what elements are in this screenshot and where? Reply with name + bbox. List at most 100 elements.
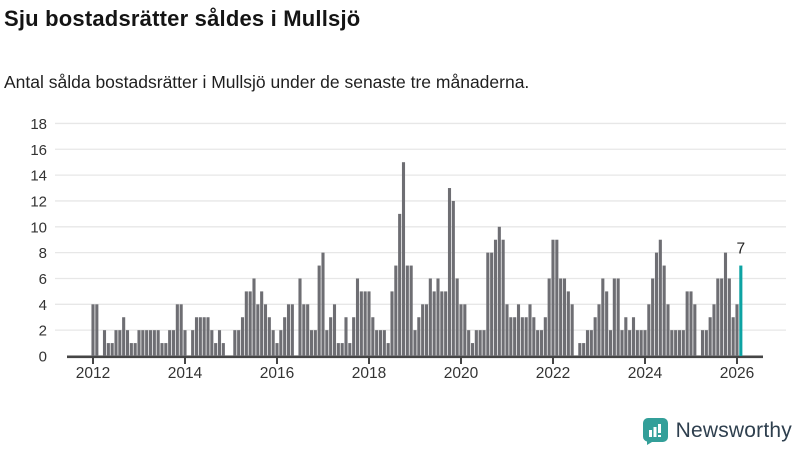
- bar: [712, 304, 716, 356]
- bar: [367, 291, 371, 356]
- bar: [735, 304, 739, 356]
- bar: [681, 330, 685, 356]
- bar: [332, 304, 337, 356]
- bar: [566, 291, 570, 356]
- bar: [731, 317, 735, 356]
- bar: [256, 304, 260, 356]
- bar: [290, 304, 294, 356]
- bar: [355, 278, 360, 356]
- bar: [413, 330, 417, 356]
- bar: [198, 317, 202, 356]
- highlight-value-label: 7: [737, 241, 746, 258]
- bar: [306, 304, 310, 356]
- bar: [114, 330, 118, 356]
- bar: [440, 291, 444, 356]
- bar: [260, 291, 264, 356]
- bar: [647, 304, 651, 356]
- bar: [685, 291, 689, 356]
- x-tick-label: 2022: [536, 365, 570, 382]
- bar: [102, 330, 107, 356]
- bar: [340, 343, 344, 356]
- bar: [348, 343, 352, 356]
- bar: [237, 330, 241, 356]
- bar: [283, 317, 287, 356]
- bar: [110, 343, 114, 356]
- bar: [493, 239, 498, 356]
- bar: [451, 200, 455, 356]
- bar: [375, 330, 379, 356]
- bar: [401, 162, 406, 356]
- bar: [191, 330, 195, 356]
- bar: [605, 291, 609, 356]
- bar: [309, 330, 314, 356]
- bar: [248, 291, 252, 356]
- bar: [674, 330, 678, 356]
- bar: [578, 343, 582, 356]
- x-tick-label: 2012: [76, 365, 110, 382]
- bar: [559, 278, 563, 356]
- x-tick-label: 2020: [444, 365, 479, 382]
- bar: [325, 330, 329, 356]
- bar: [620, 330, 624, 356]
- bar: [118, 330, 122, 356]
- bar: [555, 239, 559, 356]
- y-tick-label: 10: [30, 219, 47, 236]
- bar: [394, 265, 398, 356]
- y-tick-label: 18: [30, 116, 47, 133]
- bar: [267, 317, 271, 356]
- bar: [727, 278, 731, 356]
- bar: [363, 291, 367, 356]
- bar: [317, 265, 321, 356]
- bar: [532, 317, 536, 356]
- bar: [444, 291, 448, 356]
- bar: [654, 252, 659, 356]
- bar: [497, 226, 501, 356]
- bar: [210, 330, 214, 356]
- bar: [539, 330, 544, 356]
- bar: [398, 213, 402, 356]
- bar: [175, 304, 179, 356]
- bar: [486, 252, 490, 356]
- bar: [252, 278, 256, 356]
- bar: [148, 330, 153, 356]
- bar: [298, 278, 302, 356]
- bar: [570, 304, 574, 356]
- bar: [424, 304, 429, 356]
- chart-subtitle: Antal sålda bostadsrätter i Mullsjö unde…: [4, 72, 530, 92]
- bar: [302, 304, 306, 356]
- bar: [536, 330, 540, 356]
- bar: [359, 291, 363, 356]
- bar: [670, 330, 674, 356]
- bar: [543, 317, 547, 356]
- bar: [513, 317, 517, 356]
- bar: [716, 278, 720, 356]
- bar: [275, 343, 279, 356]
- x-tick-label: 2024: [628, 365, 663, 382]
- bar: [217, 330, 222, 356]
- newsworthy-logo[interactable]: Newsworthy: [642, 417, 792, 445]
- bar: [390, 291, 394, 356]
- bar: [651, 278, 655, 356]
- bar: [601, 278, 605, 356]
- bar: [168, 330, 172, 356]
- bar: [344, 317, 348, 356]
- bar: [608, 330, 613, 356]
- bar: [658, 239, 662, 356]
- bar: [221, 343, 225, 356]
- x-tick-label: 2026: [720, 365, 754, 382]
- bar: [662, 265, 666, 356]
- bar: [593, 317, 597, 356]
- bar: [524, 317, 528, 356]
- bar: [129, 343, 133, 356]
- x-tick-label: 2014: [168, 365, 203, 382]
- bar: [206, 317, 210, 356]
- bar: [628, 330, 632, 356]
- bar: [455, 278, 459, 356]
- page-title: Sju bostadsrätter såldes i Mullsjö: [4, 6, 361, 31]
- bar: [133, 343, 137, 356]
- bar: [501, 239, 505, 356]
- bar: [137, 330, 141, 356]
- y-tick-label: 4: [39, 297, 47, 314]
